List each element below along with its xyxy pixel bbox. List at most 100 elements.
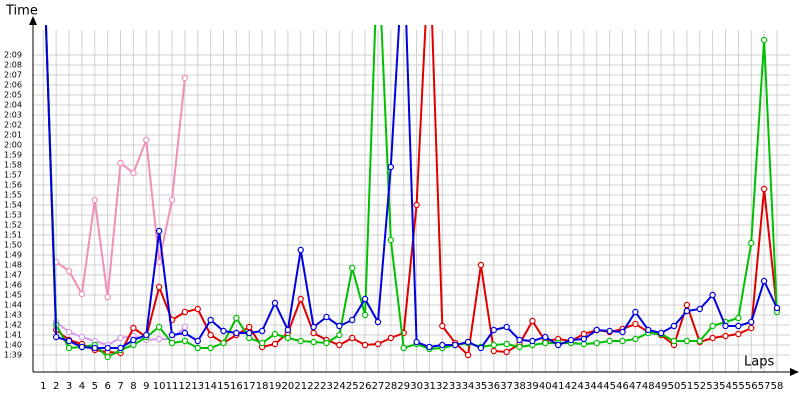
- data-point: [207, 316, 214, 324]
- data-point: [220, 339, 227, 347]
- x-tick-label: 42: [565, 381, 578, 392]
- x-tick-label: 18: [256, 381, 269, 392]
- data-point: [155, 323, 163, 331]
- data-point: [297, 246, 304, 254]
- data-point: [709, 291, 716, 299]
- data-point: [760, 277, 768, 285]
- x-tick-label: 23: [320, 381, 333, 392]
- x-tick-label: 50: [668, 381, 681, 392]
- data-point: [168, 339, 176, 347]
- data-point: [130, 324, 137, 332]
- y-tick-label: 1:46: [4, 281, 22, 290]
- data-point: [735, 314, 742, 322]
- x-tick-label: 36: [487, 381, 500, 392]
- data-point: [181, 74, 189, 82]
- data-point: [336, 341, 343, 349]
- x-tick-label: 46: [616, 381, 629, 392]
- data-point: [606, 337, 613, 345]
- data-point: [567, 336, 575, 344]
- y-tick-label: 2:07: [4, 71, 22, 80]
- y-tick-label: 2:05: [4, 91, 22, 100]
- y-tick-label: 1:49: [4, 251, 22, 260]
- grid: [33, 30, 790, 372]
- data-point: [284, 326, 292, 334]
- data-point: [683, 337, 691, 345]
- data-point: [722, 322, 729, 330]
- x-tick-label: 12: [179, 381, 192, 392]
- y-tick-label: 2:02: [4, 121, 22, 130]
- data-point: [464, 338, 472, 346]
- data-point: [413, 201, 420, 209]
- data-point: [490, 326, 498, 334]
- data-point: [400, 344, 407, 352]
- x-tick-label: 44: [590, 381, 603, 392]
- y-tick-label: 1:56: [4, 181, 22, 190]
- data-point: [297, 337, 304, 345]
- data-point: [117, 159, 124, 167]
- data-point: [413, 338, 420, 346]
- x-tick-label: 14: [204, 381, 217, 392]
- data-point: [349, 264, 356, 272]
- data-point: [310, 323, 317, 331]
- data-point: [246, 329, 253, 337]
- data-point: [516, 336, 523, 344]
- y-tick-label: 1:51: [4, 231, 22, 240]
- x-tick-label: 48: [642, 381, 655, 392]
- x-tick-label: 55: [732, 381, 745, 392]
- x-tick-label: 54: [719, 381, 732, 392]
- y-tick-label: 2:03: [4, 111, 22, 120]
- data-point: [387, 334, 395, 342]
- x-tick-label: 43: [578, 381, 591, 392]
- y-tick-label: 2:00: [4, 141, 22, 150]
- y-tick-label: 1:50: [4, 241, 22, 250]
- data-point: [65, 267, 73, 275]
- x-tick-label: 29: [397, 381, 410, 392]
- data-point: [271, 299, 279, 307]
- y-tick-label: 1:52: [4, 221, 22, 230]
- data-point: [258, 339, 266, 347]
- data-point: [194, 305, 201, 313]
- x-tick-label: 58: [771, 381, 784, 392]
- y-tick-label: 1:45: [4, 291, 22, 300]
- data-point: [374, 340, 382, 348]
- data-point: [657, 329, 665, 337]
- data-point: [670, 337, 678, 345]
- data-point: [65, 344, 73, 352]
- y-tick-label: 1:58: [4, 161, 22, 170]
- x-tick-label: 22: [307, 381, 320, 392]
- x-tick-label: 45: [603, 381, 616, 392]
- data-point: [271, 330, 279, 338]
- data-point: [181, 308, 189, 316]
- data-point: [696, 305, 703, 313]
- y-tick-label: 1:44: [4, 301, 22, 310]
- data-point: [143, 331, 150, 339]
- x-tick-label: 13: [191, 381, 204, 392]
- data-point: [735, 322, 742, 330]
- data-point: [336, 331, 343, 339]
- data-point: [374, 318, 382, 326]
- x-tick-label: 34: [462, 381, 475, 392]
- data-point: [632, 335, 639, 343]
- x-tick-label: 5: [92, 381, 98, 392]
- data-point: [361, 311, 369, 319]
- data-point: [194, 337, 201, 345]
- data-point: [78, 290, 86, 298]
- x-axis-arrow: [790, 368, 799, 376]
- x-tick-label: 30: [410, 381, 423, 392]
- data-point: [297, 295, 304, 303]
- x-tick-label: 9: [143, 381, 149, 392]
- data-point: [155, 258, 163, 266]
- y-tick-label: 2:01: [4, 131, 22, 140]
- data-point: [554, 341, 562, 349]
- data-point: [130, 336, 137, 344]
- y-tick-label: 1:40: [4, 341, 22, 350]
- x-axis-label: Laps: [744, 355, 774, 370]
- x-tick-label: 11: [166, 381, 179, 392]
- data-point: [168, 196, 176, 204]
- x-tick-label: 10: [153, 381, 166, 392]
- data-point: [181, 337, 189, 345]
- x-tick-label: 27: [372, 381, 385, 392]
- data-point: [748, 239, 755, 247]
- x-tick-label: 40: [539, 381, 552, 392]
- y-tick-label: 2:04: [4, 101, 22, 110]
